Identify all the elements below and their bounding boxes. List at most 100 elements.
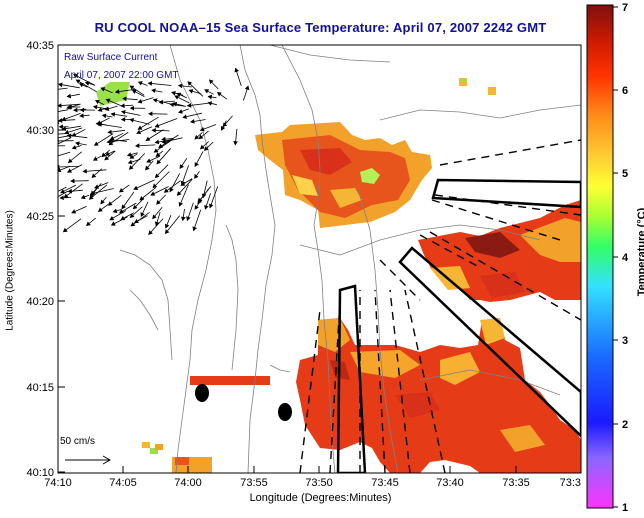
x-tick-label: 73:3 bbox=[560, 477, 581, 489]
current-vector-head bbox=[97, 207, 103, 213]
current-vector-head bbox=[133, 185, 139, 190]
current-vector-head bbox=[161, 136, 166, 142]
current-vector-head bbox=[97, 122, 103, 127]
current-vector-head bbox=[234, 67, 239, 73]
current-vector-head bbox=[186, 102, 192, 108]
current-vector-head bbox=[92, 104, 98, 110]
current-vector-head bbox=[194, 173, 199, 179]
current-vector-head bbox=[216, 92, 222, 97]
current-vector-head bbox=[171, 90, 176, 96]
current-vector-head bbox=[58, 164, 60, 170]
current-vector bbox=[155, 118, 178, 128]
current-vector bbox=[209, 186, 219, 208]
current-vector-head bbox=[93, 141, 99, 146]
y-tick-label: 40:25 bbox=[26, 211, 54, 223]
current-vector-head bbox=[78, 82, 84, 88]
current-vector-head bbox=[169, 187, 174, 193]
current-vector-head bbox=[179, 164, 184, 169]
current-vector bbox=[58, 190, 69, 198]
x-tick-label: 74:05 bbox=[109, 477, 137, 489]
current-vector bbox=[83, 169, 107, 172]
radar-coverage-outlines bbox=[336, 178, 581, 473]
current-vector bbox=[98, 123, 122, 128]
colorbar-tick-label: 4 bbox=[622, 252, 629, 264]
current-vector-head bbox=[194, 134, 200, 140]
current-vector-head bbox=[158, 143, 164, 148]
current-vector-head bbox=[194, 162, 199, 168]
current-vector-head bbox=[204, 89, 210, 94]
current-vector-head bbox=[204, 205, 209, 210]
current-vector-head bbox=[106, 139, 112, 145]
current-vector-head bbox=[110, 221, 116, 226]
y-tick-label: 40:15 bbox=[26, 382, 54, 394]
current-vector-head bbox=[139, 196, 145, 201]
current-vector-head bbox=[67, 188, 73, 194]
current-vector bbox=[58, 137, 72, 145]
current-vector-head bbox=[75, 141, 80, 146]
current-vector bbox=[148, 218, 164, 235]
current-vector bbox=[179, 184, 189, 207]
current-vector-head bbox=[82, 168, 87, 174]
tick-labels: 74:10 74:05 74:00 73:55 73:50 73:45 73:4… bbox=[26, 40, 581, 489]
x-tick-label: 74:00 bbox=[174, 477, 202, 489]
current-vector-head bbox=[84, 81, 90, 86]
y-axis-label: Latitude (Degrees:Minutes) bbox=[4, 210, 16, 331]
current-vector-head bbox=[118, 188, 124, 193]
current-vector-head bbox=[153, 148, 159, 153]
current-vector-head bbox=[150, 191, 156, 196]
current-vector-head bbox=[180, 180, 186, 186]
current-vector bbox=[165, 215, 181, 234]
current-vector-head bbox=[174, 95, 180, 100]
current-vector-head bbox=[169, 102, 174, 108]
current-vector-head bbox=[154, 123, 160, 128]
current-vector-head bbox=[203, 146, 209, 151]
current-vector-head bbox=[100, 87, 106, 92]
colorbar-tick-label: 6 bbox=[622, 85, 628, 97]
current-vector-head bbox=[118, 209, 124, 214]
current-vector-head bbox=[148, 111, 153, 117]
current-vector-head bbox=[127, 159, 133, 165]
y-tick-label: 40:10 bbox=[26, 467, 54, 479]
current-vector bbox=[64, 183, 83, 198]
figure-title: RU COOL NOAA–15 Sea Surface Temperature:… bbox=[94, 20, 547, 35]
x-tick-label: 73:50 bbox=[305, 477, 333, 489]
current-vector-head bbox=[126, 152, 132, 157]
current-vector-head bbox=[129, 85, 135, 90]
colorbar-label: Temperature (°C) bbox=[636, 207, 644, 297]
current-vector-head bbox=[220, 125, 226, 131]
current-vector-head bbox=[151, 128, 156, 133]
colorbar-tick-label: 5 bbox=[622, 168, 628, 180]
current-vector-head bbox=[155, 152, 161, 157]
current-vector-head bbox=[145, 136, 151, 141]
current-vector-head bbox=[73, 73, 78, 79]
current-vector bbox=[133, 179, 155, 190]
current-legend-time: April 07, 2007 22:00 GMT bbox=[64, 70, 179, 81]
current-vector-head bbox=[129, 213, 135, 219]
current-vector-head bbox=[51, 198, 55, 201]
current-vector-head bbox=[97, 107, 103, 112]
current-vector-head bbox=[71, 132, 77, 137]
current-vector bbox=[187, 81, 204, 97]
current-vector-head bbox=[67, 158, 73, 164]
current-vector-head bbox=[107, 201, 113, 206]
current-vector-head bbox=[120, 103, 125, 109]
current-vector-head bbox=[146, 158, 152, 163]
current-vector-head bbox=[151, 88, 156, 94]
current-vector-head bbox=[136, 129, 142, 135]
current-vector bbox=[58, 186, 67, 192]
current-vector bbox=[58, 133, 67, 135]
current-vector-head bbox=[60, 189, 66, 194]
current-vector bbox=[158, 134, 179, 148]
current-vector-head bbox=[186, 216, 191, 221]
current-vector-head bbox=[209, 203, 214, 209]
current-vector-head bbox=[207, 94, 213, 100]
current-vector-head bbox=[176, 92, 182, 97]
current-vector-head bbox=[100, 199, 105, 205]
current-vector-head bbox=[152, 214, 157, 220]
current-vector-head bbox=[129, 105, 135, 111]
current-vector-head bbox=[52, 144, 55, 147]
current-vector-head bbox=[121, 204, 126, 210]
coastline-contours bbox=[119, 45, 581, 473]
axis-ticks bbox=[57, 44, 582, 473]
current-vector-head bbox=[122, 96, 127, 102]
